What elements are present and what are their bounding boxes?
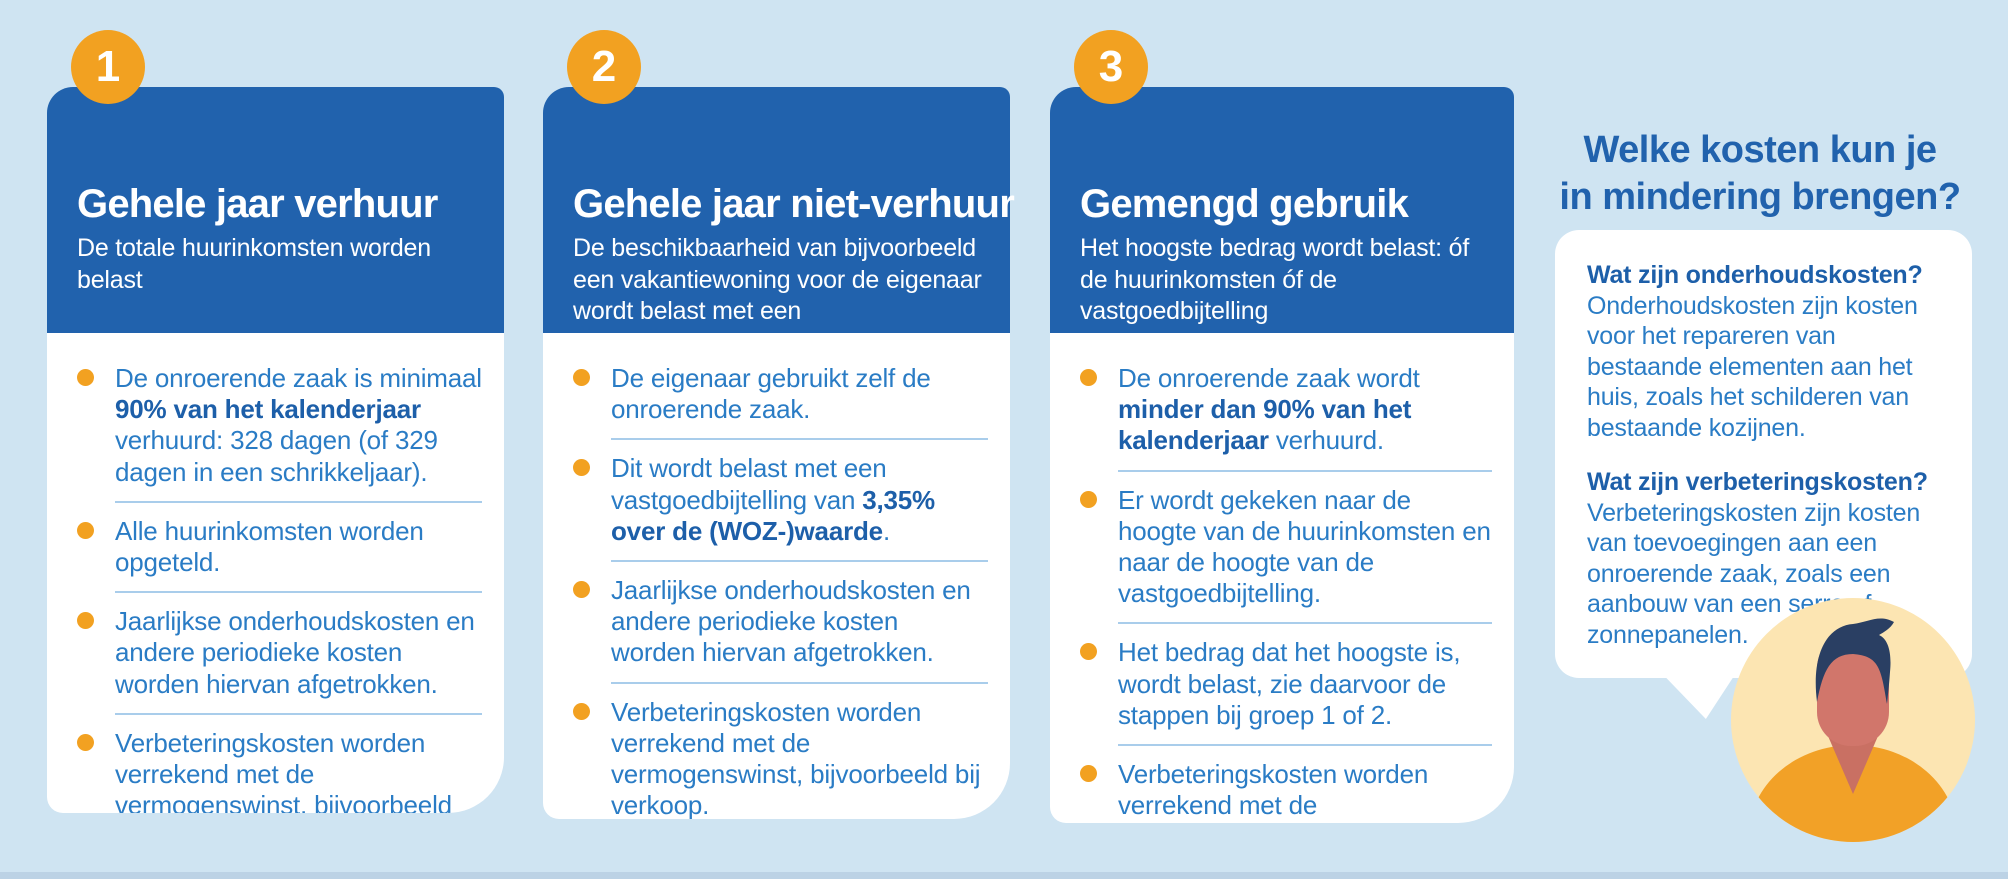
card-1-title: Gehele jaar verhuur xyxy=(77,182,438,226)
card-2-body: De eigenaar gebruikt zelf de onroerende … xyxy=(543,333,1010,819)
panel-heading-line2: in mindering brengen? xyxy=(1559,175,1961,218)
panel-heading: Welke kosten kun je in mindering brengen? xyxy=(1540,127,1980,220)
card-3-header: Gemengd gebruik Het hoogste bedrag wordt… xyxy=(1050,87,1514,333)
bullet-text: Jaarlijkse onderhoudskosten en andere pe… xyxy=(611,574,971,668)
bullet-text: Jaarlijkse onderhoudskosten en andere pe… xyxy=(115,606,475,699)
bullet-text: Verbeteringskosten worden verrekend met … xyxy=(115,727,452,813)
bullet-text: verhuurd: 328 dagen (of 329 dagen in een… xyxy=(115,425,438,487)
bullet-text: De onroerende zaak is minimaal xyxy=(115,363,482,393)
bullet-dot-icon xyxy=(573,702,590,720)
bullet-item: Verbeteringskosten worden verrekend met … xyxy=(1078,759,1492,823)
bullet-dot-icon xyxy=(573,580,590,598)
bullet-divider xyxy=(115,591,482,594)
card-2-title: Gehele jaar niet-verhuur xyxy=(573,182,1015,226)
card-1-number-badge: 1 xyxy=(71,30,145,104)
card-3-body: De onroerende zaak wordt minder dan 90% … xyxy=(1050,333,1514,823)
bubble-question-2: Wat zijn verbeteringskosten? xyxy=(1587,468,1928,496)
bullet-divider xyxy=(611,559,988,562)
card-2-bullet-list: De eigenaar gebruikt zelf de onroerende … xyxy=(571,363,988,819)
bullet-dot-icon xyxy=(1080,643,1097,661)
bullet-dot-icon xyxy=(77,521,94,539)
bullet-item: Dit wordt belast met een vastgoedbijtell… xyxy=(571,453,988,547)
bullet-text: De onroerende zaak wordt xyxy=(1118,363,1420,393)
card-2-header: Gehele jaar niet-verhuur De beschikbaarh… xyxy=(543,87,1015,357)
bullet-text: Verbeteringskosten worden verrekend met … xyxy=(611,696,981,820)
card-3-bullet-list: De onroerende zaak wordt minder dan 90% … xyxy=(1078,363,1492,823)
bullet-divider xyxy=(611,681,988,684)
bubble-question-1: Wat zijn onderhoudskosten? xyxy=(1587,261,1923,289)
bullet-divider xyxy=(1118,743,1492,746)
bullet-item: Jaarlijkse onderhoudskosten en andere pe… xyxy=(75,606,482,700)
bullet-item: Verbeteringskosten worden verrekend met … xyxy=(75,728,482,813)
bullet-text-bold: 3,35% over de (WOZ-)waarde xyxy=(611,484,935,546)
bullet-text: Er wordt gekeken naar de hoogte van de h… xyxy=(1118,484,1491,609)
bullet-item: De onroerende zaak wordt minder dan 90% … xyxy=(1078,363,1492,457)
bullet-divider xyxy=(1118,469,1492,472)
bullet-text: De eigenaar gebruikt zelf de onroerende … xyxy=(611,363,931,425)
bubble-answer-1: Onderhoudskosten zijn kosten voor het re… xyxy=(1587,291,1918,442)
bullet-text: Verbeteringskosten worden verrekend met … xyxy=(1118,758,1488,823)
card-2-number-badge: 2 xyxy=(567,30,641,104)
bubble-answer-2: Verbeteringskosten zijn kosten van toevo… xyxy=(1587,498,1921,649)
bullet-text: . xyxy=(882,515,890,546)
card-1-body: De onroerende zaak is minimaal 90% van h… xyxy=(47,333,504,813)
bullet-dot-icon xyxy=(1080,764,1097,782)
bullet-dot-icon xyxy=(77,733,94,751)
bullet-text: verhuurd. xyxy=(1268,425,1384,456)
card-3-subtitle: Het hoogste bedrag wordt belast: óf de h… xyxy=(1080,234,1470,325)
bullet-dot-icon xyxy=(77,369,94,386)
card-2-subtitle: De beschikbaarheid van bijvoorbeeld een … xyxy=(573,234,982,357)
bullet-text-bold: 90% van het kalenderjaar xyxy=(115,394,421,425)
card-1-bullet-list: De onroerende zaak is minimaal 90% van h… xyxy=(75,363,482,813)
bullet-dot-icon xyxy=(77,612,94,630)
bottom-strip xyxy=(0,872,2008,879)
bullet-item: Alle huurinkomsten worden opgeteld. xyxy=(75,516,482,578)
panel-heading-line1: Welke kosten kun je xyxy=(1583,129,1937,172)
bullet-item: Verbeteringskosten worden verrekend met … xyxy=(571,696,988,820)
card-3: 3 Gemengd gebruik Het hoogste bedrag wor… xyxy=(1050,30,1514,823)
bullet-item: De eigenaar gebruikt zelf de onroerende … xyxy=(571,363,988,425)
bullet-dot-icon xyxy=(1080,369,1097,386)
bullet-text: Dit wordt belast met een vastgoedbijtell… xyxy=(611,453,887,515)
bullet-text-bold: minder dan 90% van het kalenderjaar xyxy=(1118,394,1412,456)
bubble-spacer xyxy=(1587,443,1946,467)
bullet-dot-icon xyxy=(573,459,590,477)
bullet-divider xyxy=(115,500,482,503)
bullet-divider xyxy=(115,712,482,715)
card-1-subtitle: De totale huurinkomsten worden belast xyxy=(77,234,431,294)
bullet-dot-icon xyxy=(573,369,590,386)
person-avatar-icon xyxy=(1731,598,1975,842)
bullet-item: Jaarlijkse onderhoudskosten en andere pe… xyxy=(571,575,988,669)
card-3-number-badge: 3 xyxy=(1074,30,1148,104)
bullet-item: Er wordt gekeken naar de hoogte van de h… xyxy=(1078,485,1492,610)
card-1: 1 Gehele jaar verhuur De totale huurinko… xyxy=(47,30,504,813)
speech-bubble: Wat zijn onderhoudskosten? Onderhoudskos… xyxy=(1555,230,1972,719)
card-3-title: Gemengd gebruik xyxy=(1080,182,1409,226)
card-1-header: Gehele jaar verhuur De totale huurinkoms… xyxy=(47,87,504,333)
bullet-text: Alle huurinkomsten worden opgeteld. xyxy=(115,515,424,577)
card-2: 2 Gehele jaar niet-verhuur De beschikbaa… xyxy=(543,30,1015,819)
bullet-item: Het bedrag dat het hoogste is, wordt bel… xyxy=(1078,637,1492,731)
bullet-text: Het bedrag dat het hoogste is, wordt bel… xyxy=(1118,637,1461,730)
bullet-item: De onroerende zaak is minimaal 90% van h… xyxy=(75,363,482,488)
bullet-divider xyxy=(611,438,988,441)
bullet-divider xyxy=(1118,622,1492,625)
speech-bubble-tail xyxy=(1664,676,1734,719)
bullet-dot-icon xyxy=(1080,490,1097,508)
